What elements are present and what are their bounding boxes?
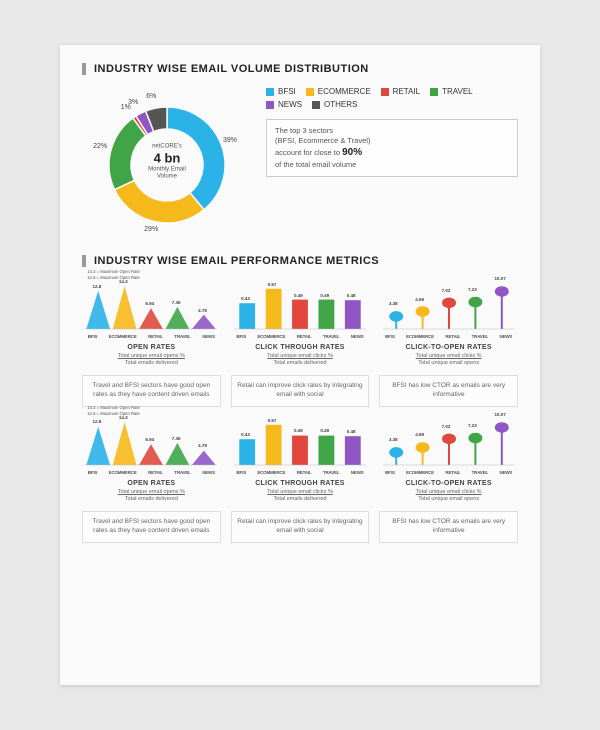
donut-pct-bfsi: 39% — [223, 137, 237, 144]
ctor-formula: Total unique email clicks %Total unique … — [416, 353, 482, 367]
ctor-cell: 3.384.697.027.2310.07 BFSIECOMMERCERETAI… — [379, 279, 518, 367]
legend-item-ecommerce: ECOMMERCE — [306, 87, 371, 96]
donut-slice-ecommerce — [115, 180, 204, 223]
legend-label: NEWS — [278, 100, 302, 109]
legend-swatch — [381, 88, 389, 96]
metrics-block: 14.3 = Maximum Open Rate 12.8 = Maximum … — [82, 415, 518, 543]
legend-swatch — [306, 88, 314, 96]
open-formula: Total unique email opens %Total emails d… — [118, 353, 185, 367]
callout-box: The top 3 sectors (BFSI, Ecommerce & Tra… — [266, 119, 518, 177]
note-ctor: BFSI has low CTOR as emails are very inf… — [379, 375, 518, 407]
legend-label: ECOMMERCE — [318, 87, 371, 96]
metrics-block: 14.3 = Maximum Open Rate 12.8 = Maximum … — [82, 279, 518, 407]
note-open-rates: Travel and BFSI sectors have good open r… — [82, 375, 221, 407]
open-title: OPEN RATES — [127, 480, 175, 487]
open-cell: 14.3 = Maximum Open Rate 12.8 = Maximum … — [82, 415, 221, 503]
ctor-formula: Total unique email clicks %Total unique … — [416, 489, 482, 503]
open-title: OPEN RATES — [127, 344, 175, 351]
x-axis-labels: BFSIECOMMERCERETAILTRAVELNEWS — [379, 334, 518, 339]
section1-title: INDUSTRY WISE EMAIL VOLUME DISTRIBUTION — [82, 63, 518, 75]
open-anno-1: 14.3 = Maximum Open Rate — [87, 269, 140, 274]
legend-column: BFSI ECOMMERCE RETAIL TRAVEL NEWS OTHERS The … — [266, 87, 518, 237]
donut-center-top: netCORE's — [137, 143, 197, 150]
note-ctr: Retail can improve click rates by integr… — [231, 511, 370, 543]
open-formula: Total unique email opens %Total emails d… — [118, 489, 185, 503]
legend-grid: BFSI ECOMMERCE RETAIL TRAVEL NEWS OTHERS — [266, 87, 518, 109]
ctor-cell: 3.384.697.027.2310.07 BFSIECOMMERCERETAI… — [379, 415, 518, 503]
ctr-title: CLICK THROUGH RATES — [255, 480, 345, 487]
donut-chart: netCORE's 4 bn Monthly EmailVolume 39% 29… — [82, 87, 252, 237]
legend-swatch — [312, 101, 320, 109]
ctr-cell: 0.430.670.490.490.48 BFSIECOMMERCERETAIL… — [231, 415, 370, 503]
donut-center: netCORE's 4 bn Monthly EmailVolume — [137, 143, 197, 180]
callout-line4: of the total email volume — [275, 160, 509, 170]
ctr-formula: Total unique email clicks %Total emails … — [267, 489, 333, 503]
note-ctr: Retail can improve click rates by integr… — [231, 375, 370, 407]
legend-swatch — [430, 88, 438, 96]
donut-pct-ecommerce: 29% — [144, 226, 158, 233]
x-axis-labels: BFSIECOMMERCERETAILTRAVELNEWS — [379, 470, 518, 475]
callout-line3: account for close to 90% — [275, 146, 509, 160]
note-open-rates: Travel and BFSI sectors have good open r… — [82, 511, 221, 543]
ctr-title: CLICK THROUGH RATES — [255, 344, 345, 351]
donut-center-bottom: Monthly EmailVolume — [137, 166, 197, 180]
ctor-title: CLICK-TO-OPEN RATES — [405, 344, 491, 351]
legend-label: TRAVEL — [442, 87, 473, 96]
page: INDUSTRY WISE EMAIL VOLUME DISTRIBUTION … — [60, 45, 540, 685]
section2-title: INDUSTRY WISE EMAIL PERFORMANCE METRICS — [82, 255, 518, 267]
ctor-title: CLICK-TO-OPEN RATES — [405, 480, 491, 487]
legend-item-others: OTHERS — [312, 100, 357, 109]
legend-label: OTHERS — [324, 100, 357, 109]
legend-item-bfsi: BFSI — [266, 87, 296, 96]
donut-pct-news: 3% — [128, 99, 138, 106]
callout-line2: (BFSI, Ecommerce & Travel) — [275, 136, 509, 146]
callout-line1: The top 3 sectors — [275, 126, 509, 136]
x-axis-labels: BFSIECOMMERCERETAILTRAVELNEWS — [82, 470, 221, 475]
legend-label: RETAIL — [393, 87, 420, 96]
legend-item-travel: TRAVEL — [430, 87, 473, 96]
open-anno-1: 14.3 = Maximum Open Rate — [87, 405, 140, 410]
donut-pct-others: 6% — [146, 93, 156, 100]
x-axis-labels: BFSIECOMMERCERETAILTRAVELNEWS — [231, 470, 370, 475]
legend-item-retail: RETAIL — [381, 87, 420, 96]
x-axis-labels: BFSIECOMMERCERETAILTRAVELNEWS — [231, 334, 370, 339]
open-cell: 14.3 = Maximum Open Rate 12.8 = Maximum … — [82, 279, 221, 367]
legend-item-news: NEWS — [266, 100, 302, 109]
legend-swatch — [266, 101, 274, 109]
ctr-formula: Total unique email clicks %Total emails … — [267, 353, 333, 367]
x-axis-labels: BFSIECOMMERCERETAILTRAVELNEWS — [82, 334, 221, 339]
open-anno-2: 12.8 = Maximum Open Rate — [87, 411, 140, 416]
donut-pct-travel: 22% — [93, 143, 107, 150]
note-ctor: BFSI has low CTOR as emails are very inf… — [379, 511, 518, 543]
donut-row: netCORE's 4 bn Monthly EmailVolume 39% 29… — [82, 87, 518, 237]
legend-swatch — [266, 88, 274, 96]
donut-center-big: 4 bn — [137, 151, 197, 167]
open-anno-2: 12.8 = Maximum Open Rate — [87, 275, 140, 280]
ctr-chart — [234, 417, 366, 469]
legend-label: BFSI — [278, 87, 296, 96]
ctr-chart — [234, 281, 366, 333]
ctr-cell: 0.430.670.490.490.48 BFSIECOMMERCERETAIL… — [231, 279, 370, 367]
